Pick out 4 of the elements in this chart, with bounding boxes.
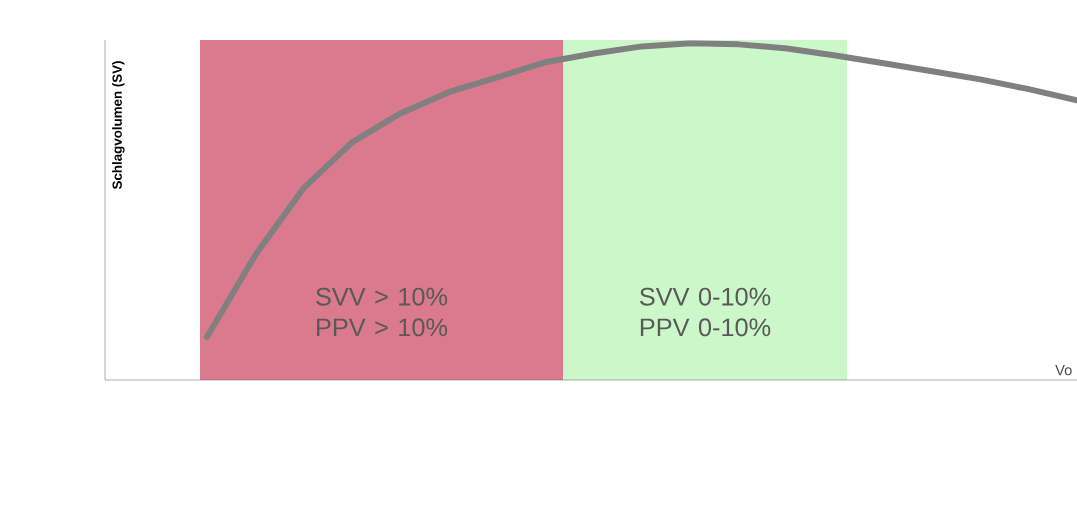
- x-axis-title: Vo: [1055, 365, 1072, 376]
- y-axis-title: Schlagvolumen (SV): [112, 61, 125, 190]
- annotation: SVV > 10% PPV > 10%: [316, 287, 448, 337]
- annotation: SVV 0-10% PPV 0-10%: [639, 287, 771, 337]
